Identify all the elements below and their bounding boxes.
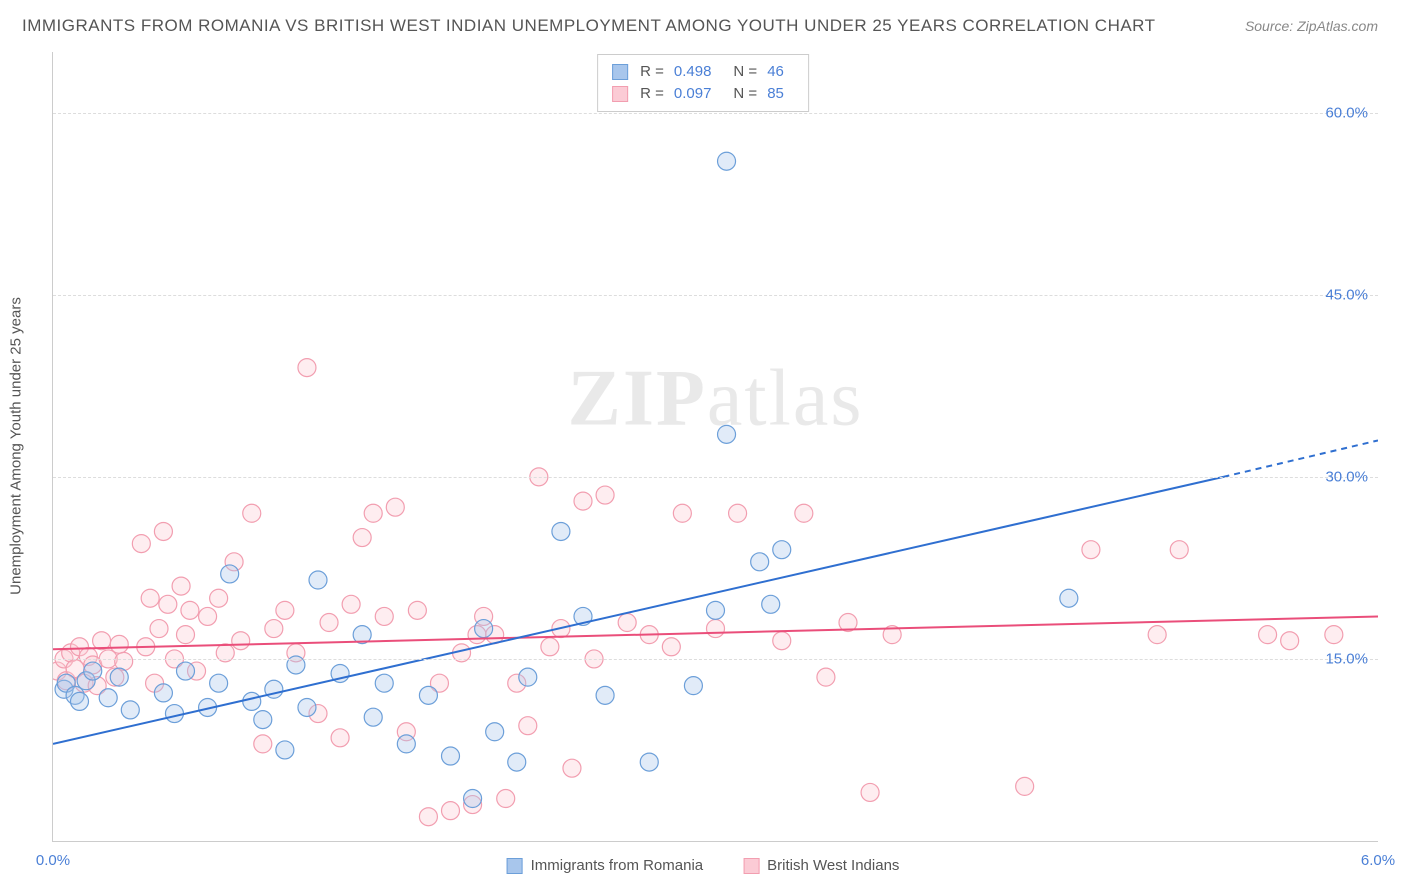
legend-swatch: [507, 858, 523, 874]
n-label: N =: [733, 61, 757, 83]
x-tick-label: 6.0%: [1361, 852, 1395, 869]
y-tick-label: 45.0%: [1325, 286, 1368, 303]
n-value: 85: [767, 83, 784, 105]
y-tick-label: 60.0%: [1325, 104, 1368, 121]
legend-swatch: [743, 858, 759, 874]
r-label: R =: [640, 83, 664, 105]
gridline: [53, 477, 1378, 478]
watermark: ZIPatlas: [568, 354, 864, 445]
legend-label: British West Indians: [767, 857, 899, 874]
n-value: 46: [767, 61, 784, 83]
chart-title: IMMIGRANTS FROM ROMANIA VS BRITISH WEST …: [22, 16, 1156, 36]
legend-swatch: [612, 86, 628, 102]
legend-swatch: [612, 64, 628, 80]
x-tick-label: 0.0%: [36, 852, 70, 869]
n-label: N =: [733, 83, 757, 105]
r-label: R =: [640, 61, 664, 83]
watermark-zip: ZIP: [568, 355, 707, 443]
legend-item: British West Indians: [743, 857, 899, 874]
y-tick-label: 30.0%: [1325, 468, 1368, 485]
plot-area: ZIPatlas 15.0%30.0%45.0%60.0%0.0%6.0%: [52, 52, 1378, 842]
legend-stat-row: R = 0.097 N = 85: [612, 83, 794, 105]
gridline: [53, 113, 1378, 114]
chart-svg: [53, 52, 1378, 841]
r-value: 0.498: [674, 61, 712, 83]
legend-item: Immigrants from Romania: [507, 857, 704, 874]
legend-label: Immigrants from Romania: [531, 857, 704, 874]
legend-stat-row: R = 0.498 N = 46: [612, 61, 794, 83]
y-tick-label: 15.0%: [1325, 650, 1368, 667]
r-value: 0.097: [674, 83, 712, 105]
source-label: Source: ZipAtlas.com: [1245, 18, 1378, 34]
gridline: [53, 659, 1378, 660]
legend-series: Immigrants from Romania British West Indi…: [507, 857, 900, 874]
legend-stats: R = 0.498 N = 46 R = 0.097 N = 85: [597, 54, 809, 112]
gridline: [53, 295, 1378, 296]
y-axis-label: Unemployment Among Youth under 25 years: [8, 297, 25, 595]
watermark-atlas: atlas: [707, 355, 864, 443]
